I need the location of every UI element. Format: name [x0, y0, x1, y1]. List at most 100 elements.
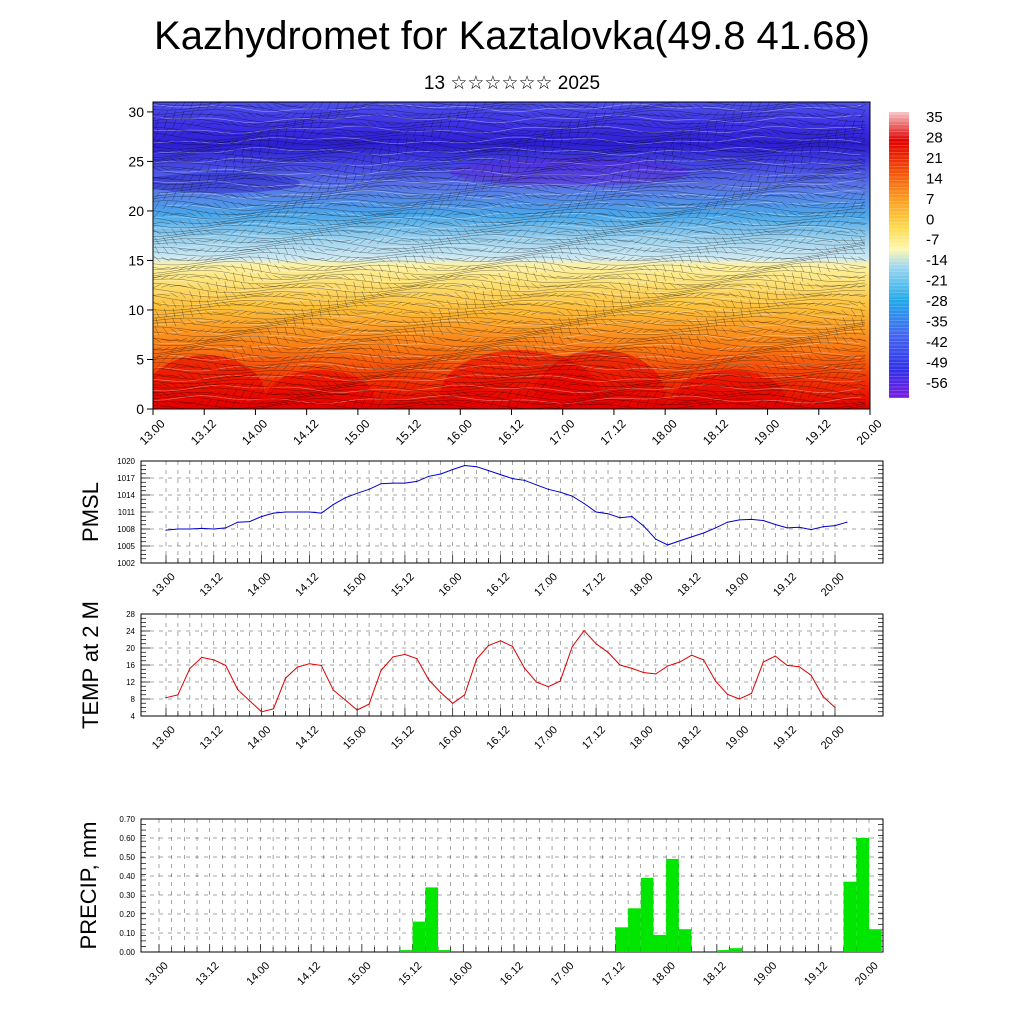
wind-barb	[430, 245, 435, 255]
wind-barb	[831, 357, 841, 359]
x-tick-label: 17.00	[546, 416, 577, 447]
wind-barb	[393, 247, 403, 253]
wind-barb	[789, 212, 798, 216]
wind-barb	[797, 374, 807, 378]
wind-barb	[413, 335, 417, 345]
wind-barb	[721, 183, 729, 191]
wind-barb	[583, 183, 591, 191]
wind-barb	[539, 122, 549, 126]
x-tick-label: 14.00	[239, 416, 270, 447]
wind-barb	[290, 275, 300, 279]
wind-barb	[291, 255, 298, 263]
wind-barb	[616, 240, 626, 242]
wind-barb	[427, 166, 437, 172]
wind-barb	[711, 275, 721, 279]
wind-barb	[713, 326, 719, 336]
wind-barb	[754, 131, 764, 135]
wind-barb	[737, 130, 747, 136]
wind-barb	[187, 283, 196, 289]
wind-barb	[687, 345, 694, 353]
wind-barb	[619, 173, 623, 183]
wind-barb	[565, 166, 575, 172]
wind-barb	[249, 344, 254, 354]
wind-barb	[824, 345, 831, 353]
wind-barb	[282, 220, 290, 226]
wind-barb	[730, 201, 737, 209]
wind-barb	[376, 248, 386, 252]
wind-barb	[791, 398, 796, 408]
wind-barb	[842, 210, 848, 218]
wind-barb	[462, 275, 472, 279]
wind-barb	[462, 356, 471, 360]
wind-barb	[438, 200, 444, 210]
wind-barb	[196, 337, 204, 343]
wind-barb	[404, 263, 409, 273]
wind-barb	[325, 219, 333, 227]
wind-barb	[428, 400, 437, 406]
wind-barb	[180, 191, 185, 201]
wind-barb	[173, 308, 176, 318]
wind-barb	[797, 185, 807, 189]
wind-barb	[342, 382, 351, 388]
wind-barb	[575, 236, 581, 246]
wind-barb	[334, 309, 341, 317]
wind-barb	[153, 294, 162, 296]
wind-barb	[326, 102, 332, 111]
wind-barb	[686, 157, 695, 163]
wind-barb	[170, 355, 178, 361]
wind-barb	[818, 146, 821, 156]
wind-barb	[376, 105, 386, 107]
wind-barb	[272, 114, 282, 116]
wind-barb	[851, 326, 856, 336]
wind-barb	[720, 150, 730, 152]
wind-barb	[651, 186, 661, 188]
wind-barb	[384, 212, 394, 216]
wind-barb	[669, 228, 677, 236]
wind-barb	[281, 193, 291, 199]
wind-barb	[204, 112, 213, 118]
wind-barb	[238, 249, 248, 251]
wind-barb	[179, 174, 187, 182]
wind-barb	[419, 193, 428, 199]
wind-barb	[661, 228, 668, 236]
wind-barb	[462, 337, 471, 343]
wind-barb	[522, 213, 532, 215]
wind-barb	[446, 228, 453, 236]
wind-barb	[341, 140, 351, 144]
wind-barb	[832, 401, 841, 405]
wind-barb	[272, 357, 282, 359]
wind-barb	[300, 246, 306, 254]
wind-barb	[359, 131, 368, 135]
streamline	[153, 398, 866, 409]
wind-barb	[179, 381, 187, 389]
wind-barb	[619, 182, 624, 192]
wind-barb	[599, 248, 609, 252]
wind-barb	[385, 255, 393, 263]
x-tick-label: 15.00	[346, 960, 374, 988]
wind-barb	[247, 103, 256, 109]
x-tick-label: 16.12	[484, 724, 512, 752]
wind-barb	[677, 184, 686, 190]
wind-barb	[154, 192, 160, 200]
wind-barb	[842, 245, 848, 255]
wind-barb	[473, 173, 478, 183]
wind-barb	[559, 128, 563, 138]
x-tick-label: 20.00	[819, 571, 847, 599]
wind-barb	[352, 398, 358, 408]
wind-barb	[403, 219, 410, 227]
wind-barb	[221, 346, 230, 352]
wind-barb	[445, 400, 454, 406]
wind-barb	[266, 128, 272, 138]
wind-barb	[602, 308, 606, 318]
wind-barb	[702, 347, 712, 351]
wind-barb	[695, 120, 702, 128]
wind-barb	[496, 130, 506, 136]
wind-barb	[660, 374, 669, 378]
wind-barb	[453, 258, 463, 260]
wind-barb	[436, 167, 446, 171]
wind-barb	[790, 146, 796, 156]
wind-barb	[488, 338, 497, 342]
wind-barb	[231, 389, 237, 399]
x-tick-label: 19.00	[751, 960, 779, 988]
wind-barb	[823, 113, 833, 117]
